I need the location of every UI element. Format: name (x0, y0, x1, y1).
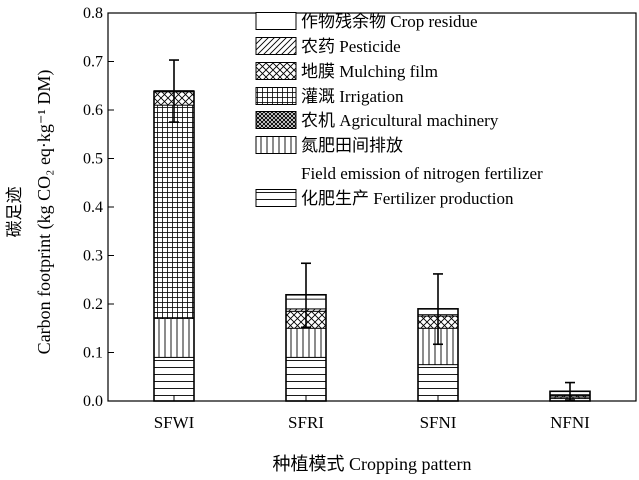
bar-segment-sfni-0 (417, 364, 459, 402)
legend-label-5: 氮肥田间排放 (301, 136, 403, 155)
bar-segment-sfri-1 (285, 327, 327, 358)
legend: 作物残余物 Crop residue 农药 Pesticide 地膜 Mulchin… (255, 12, 543, 208)
bar-segment-sfwi-1 (153, 318, 195, 358)
y-tick-label: 0.7 (83, 54, 103, 71)
legend-label-1: 农药 Pesticide (301, 37, 401, 56)
x-tick-label-sfni: SFNI (420, 413, 457, 432)
x-axis-title: 种植模式 Cropping pattern (273, 454, 472, 474)
legend-swatch-1 (255, 37, 297, 55)
legend-swatch-0 (255, 12, 297, 30)
x-tick-label-sfwi: SFWI (154, 413, 195, 432)
legend-label-6: 化肥生产 Fertilizer production (301, 189, 514, 208)
bar-segment-sfri-0 (285, 356, 327, 402)
legend-swatch-5 (255, 136, 297, 154)
legend-label-2: 地膜 Mulching film (301, 62, 438, 81)
x-tick-label-sfri: SFRI (288, 413, 324, 432)
y-axis: 0.0 0.1 0.2 0.3 0.4 0.5 0.6 0.7 0.8 SFWI SFRI SFNI N… (83, 5, 637, 432)
y-axis-title-cn: 碳足迹 (5, 187, 24, 238)
y-tick-label: 0.6 (83, 102, 103, 119)
legend-swatch-3 (255, 87, 297, 105)
legend-label-4: 农机 Agricultural machinery (301, 111, 499, 130)
bar-segment-sfwi-0 (153, 356, 195, 402)
x-tick-label-nfni: NFNI (550, 413, 590, 432)
y-tick-label: 0.0 (83, 393, 103, 410)
legend-label-0: 作物残余物 Crop residue (301, 12, 478, 31)
plot-area (153, 59, 591, 402)
y-tick-label: 0.4 (83, 199, 103, 216)
y-tick-label: 0.1 (83, 345, 103, 362)
legend-swatch-2 (255, 62, 297, 80)
y-tick-label: 0.3 (83, 248, 103, 265)
legend-swatch-4 (255, 111, 297, 129)
legend-swatch-6 (255, 189, 297, 207)
y-tick-label: 0.2 (83, 296, 103, 313)
legend-label-3: 灌溉 Irrigation (301, 87, 404, 106)
y-tick-label: 0.8 (83, 5, 103, 22)
y-axis-title-en: Carbon footprint (kg CO₂ eq·kg⁻¹ DM) (34, 70, 55, 355)
bar-segment-sfwi-3 (153, 104, 195, 319)
legend-label-5-line2: Field emission of nitrogen fertilizer (301, 164, 543, 183)
y-tick-label: 0.5 (83, 151, 103, 168)
